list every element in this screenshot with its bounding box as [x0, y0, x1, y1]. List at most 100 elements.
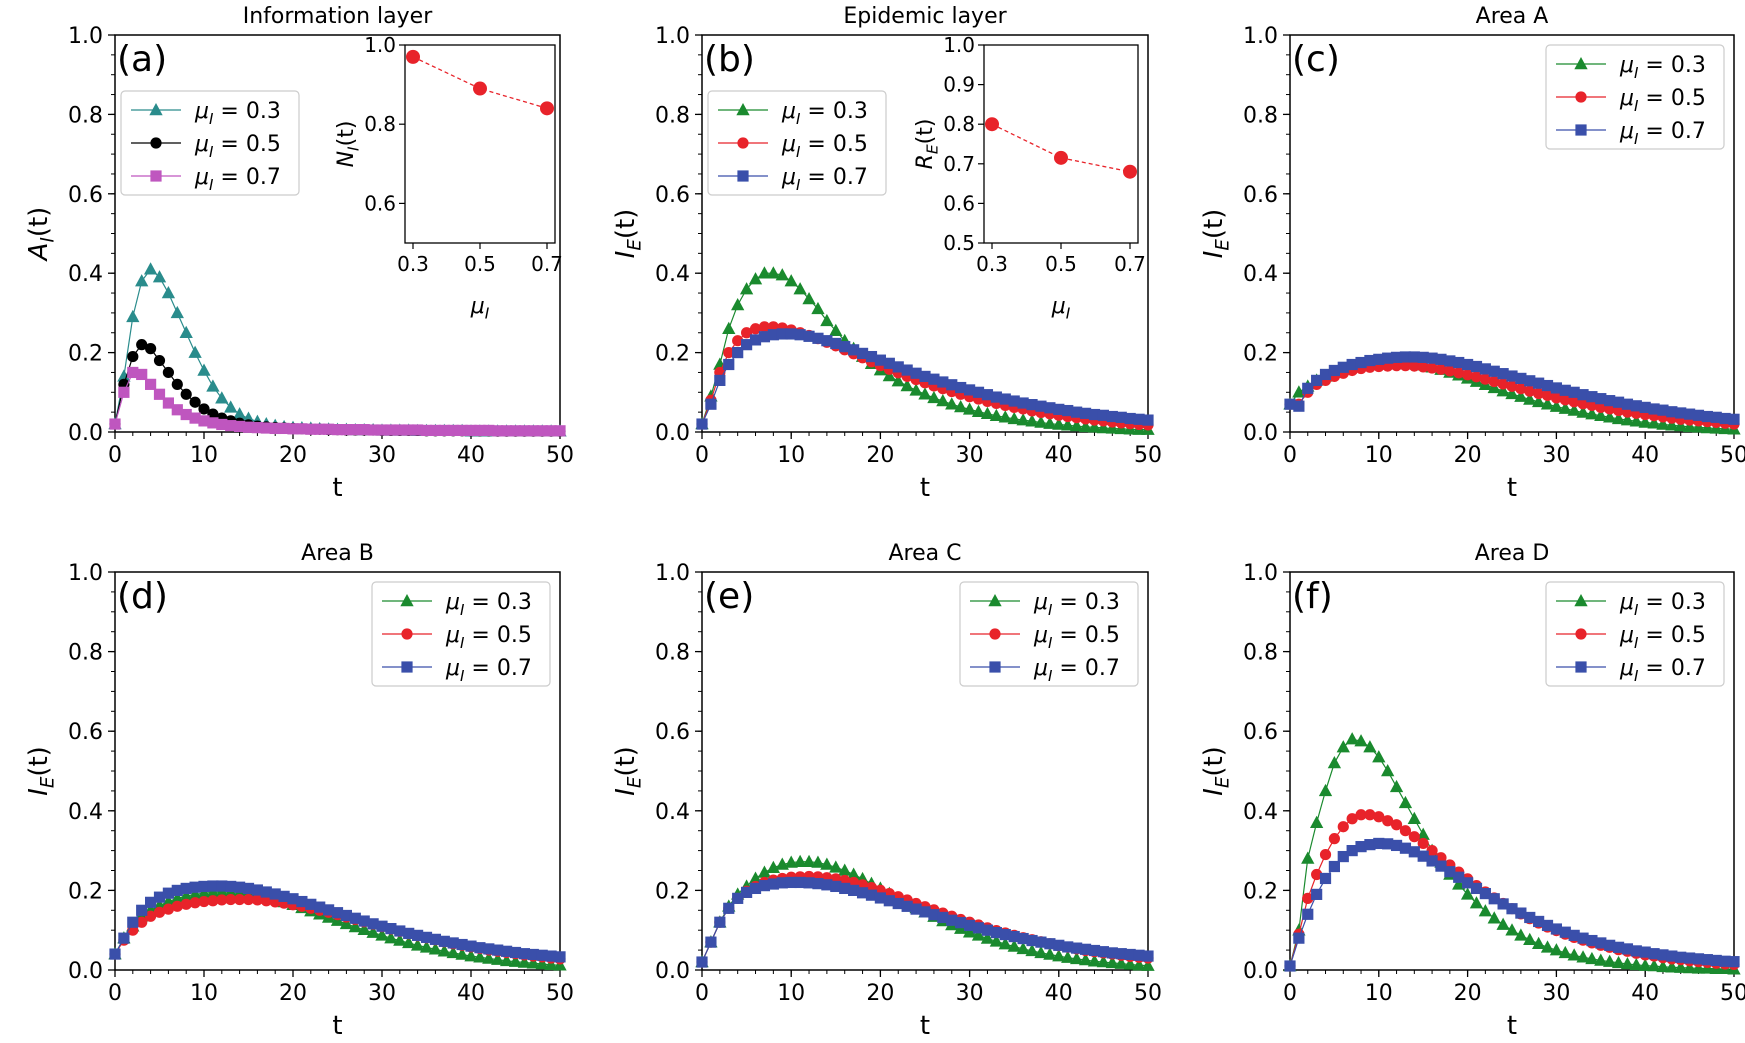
data-point-mu-0.5 — [162, 366, 174, 379]
x-axis-label: t — [920, 473, 930, 503]
data-point-mu-0.3 — [1354, 734, 1368, 747]
data-point-mu-0.7 — [136, 368, 148, 381]
data-point-mu-0.3 — [375, 928, 389, 941]
data-point-mu-0.3 — [170, 305, 184, 319]
data-point-mu-0.3 — [517, 955, 532, 968]
data-point-mu-0.5 — [1541, 389, 1554, 402]
y-tick-label: 0.0 — [1243, 959, 1278, 984]
data-point-mu-0.3 — [1594, 408, 1608, 421]
data-point-mu-0.7 — [696, 418, 708, 430]
data-point-mu-0.7 — [518, 425, 530, 437]
y-tick-label: 1.0 — [1243, 561, 1278, 586]
data-point-mu-0.7 — [207, 417, 219, 429]
data-point-mu-0.7 — [1497, 898, 1509, 910]
chart-title: Area B — [301, 541, 374, 566]
data-point-mu-0.7 — [1346, 358, 1358, 371]
y-tick-label: 0.0 — [655, 959, 690, 984]
legend-marker-mu-0.7 — [1575, 661, 1587, 673]
data-point-mu-0.7 — [153, 388, 166, 400]
data-point-mu-0.3 — [1078, 953, 1093, 966]
data-point-mu-0.3 — [1345, 732, 1359, 745]
data-point-mu-0.3 — [455, 947, 469, 960]
data-point-mu-0.7 — [723, 902, 735, 914]
data-point-mu-0.3 — [1620, 957, 1635, 970]
y-axis-label: IE(t) — [1199, 209, 1234, 259]
legend-marker-mu-0.5 — [401, 628, 413, 640]
data-point-mu-0.3 — [1665, 418, 1679, 431]
data-point-mu-0.3 — [775, 268, 789, 281]
panel-label: (e) — [704, 576, 754, 617]
legend-marker-mu-0.3 — [988, 594, 1002, 607]
y-tick-label: 1.0 — [68, 561, 103, 586]
data-point-mu-0.3 — [339, 916, 354, 930]
data-point-mu-0.7 — [1479, 887, 1491, 900]
data-point-mu-0.3 — [1105, 955, 1119, 969]
data-point-mu-0.7 — [1337, 361, 1349, 373]
y-tick-label: 0.8 — [1243, 103, 1278, 128]
data-point-mu-0.3 — [1132, 958, 1146, 971]
data-point-mu-0.3 — [410, 938, 425, 951]
data-point-mu-0.7 — [1675, 407, 1687, 419]
legend-label-mu-0.3: μI = 0.3 — [445, 590, 532, 619]
inset-y-tick-label: 0.9 — [943, 73, 975, 97]
data-point-mu-0.7 — [1586, 934, 1598, 947]
legend-label-mu-0.5: μI = 0.5 — [1033, 623, 1120, 652]
data-point-mu-0.3 — [1549, 399, 1564, 412]
data-point-mu-0.3 — [1069, 951, 1084, 965]
data-point-mu-0.3 — [1016, 413, 1030, 426]
data-point-mu-0.3 — [1576, 405, 1590, 418]
data-point-mu-0.7 — [171, 404, 183, 416]
x-tick-label: 30 — [368, 981, 396, 1006]
data-point-mu-0.7 — [749, 334, 762, 346]
data-point-mu-0.3 — [1061, 418, 1075, 431]
data-point-mu-0.7 — [1133, 413, 1145, 425]
data-point-mu-0.7 — [928, 373, 940, 385]
data-point-mu-0.3 — [1123, 957, 1137, 970]
data-point-mu-0.5 — [1364, 809, 1376, 821]
data-point-mu-0.7 — [972, 922, 985, 934]
x-axis-label: t — [1507, 1011, 1517, 1041]
data-point-mu-0.3 — [1292, 385, 1306, 398]
data-point-mu-0.3 — [998, 937, 1012, 950]
data-point-mu-0.7 — [1453, 356, 1465, 369]
data-point-mu-0.3 — [1087, 954, 1102, 967]
data-point-mu-0.3 — [1620, 413, 1635, 426]
data-point-mu-0.5 — [1408, 360, 1420, 372]
x-tick-label: 0 — [1283, 443, 1297, 468]
data-point-mu-0.7 — [260, 422, 272, 434]
data-point-mu-0.7 — [830, 880, 842, 893]
x-tick-label: 0 — [695, 981, 709, 1006]
data-point-mu-0.3 — [954, 399, 968, 413]
data-point-mu-0.3 — [188, 345, 202, 358]
inset-y-tick-label: 1.0 — [364, 33, 396, 57]
data-point-mu-0.7 — [1346, 845, 1358, 857]
data-point-mu-0.7 — [1462, 358, 1474, 371]
data-point-mu-0.3 — [1585, 951, 1599, 965]
inset-data-point — [540, 101, 554, 116]
x-tick-label: 30 — [956, 443, 984, 468]
data-point-mu-0.7 — [732, 347, 744, 359]
legend-label-mu-0.7: μI = 0.7 — [194, 165, 281, 194]
data-point-mu-0.3 — [1061, 950, 1075, 963]
data-point-mu-0.3 — [464, 949, 478, 962]
data-point-mu-0.7 — [1302, 382, 1314, 394]
x-tick-label: 10 — [190, 981, 218, 1006]
data-point-mu-0.3 — [936, 394, 950, 407]
inset-y-tick-label: 0.8 — [364, 112, 396, 136]
x-tick-label: 40 — [457, 981, 485, 1006]
data-point-mu-0.3 — [402, 935, 416, 949]
legend: μI = 0.3 μI = 0.5 μI = 0.7 — [959, 581, 1139, 687]
data-point-mu-0.3 — [1629, 957, 1643, 971]
x-tick-label: 30 — [1542, 981, 1570, 1006]
data-point-mu-0.7 — [323, 423, 335, 435]
data-point-mu-0.7 — [1675, 951, 1687, 963]
data-point-mu-0.7 — [331, 424, 344, 436]
data-point-mu-0.7 — [1604, 395, 1616, 407]
data-point-mu-0.7 — [474, 424, 486, 437]
data-point-mu-0.3 — [962, 925, 977, 938]
data-point-mu-0.3 — [1318, 783, 1333, 797]
y-axis-label: AI(t) — [24, 207, 59, 263]
data-point-mu-0.7 — [1417, 351, 1429, 363]
y-tick-label: 0.0 — [1243, 421, 1278, 446]
